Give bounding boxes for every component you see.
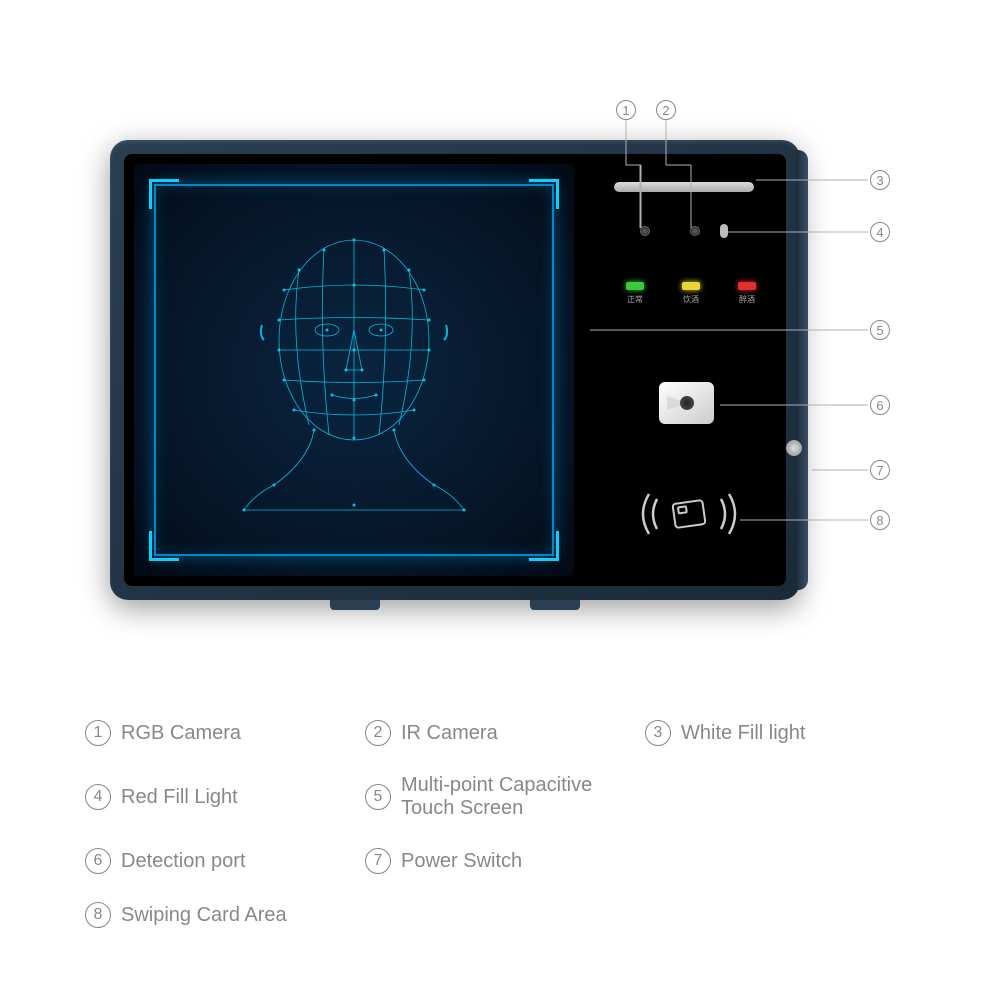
device-side-edge	[796, 150, 808, 590]
legend-item: 2 IR Camera	[365, 720, 645, 746]
legend-label: Detection port	[121, 850, 246, 873]
legend-number: 8	[85, 902, 111, 928]
legend-number: 5	[365, 784, 391, 810]
nfc-icon	[639, 484, 739, 544]
corner-icon	[149, 179, 179, 209]
led-label: 醉酒	[739, 294, 755, 305]
legend-label: White Fill light	[681, 722, 805, 745]
legend-item: 6 Detection port	[85, 848, 365, 874]
red-fill-light	[720, 224, 728, 238]
legend-label: Power Switch	[401, 850, 522, 873]
callout-marker-6: 6	[870, 395, 890, 415]
callout-number: 1	[622, 103, 629, 118]
status-led: 醉酒	[722, 282, 772, 305]
card-swipe-area[interactable]	[639, 484, 739, 544]
legend-label: Swiping Card Area	[121, 904, 287, 927]
led-icon	[682, 282, 700, 290]
corner-icon	[149, 531, 179, 561]
callout-marker-1: 1	[616, 100, 636, 120]
face-mesh-icon	[214, 210, 494, 530]
device-foot	[530, 600, 580, 610]
corner-icon	[529, 531, 559, 561]
callout-number: 3	[876, 173, 883, 188]
rgb-camera	[640, 226, 650, 236]
legend-number: 3	[645, 720, 671, 746]
device-foot	[330, 600, 380, 610]
power-button[interactable]	[786, 440, 802, 456]
legend-number: 6	[85, 848, 111, 874]
white-fill-light	[614, 182, 754, 192]
callout-number: 8	[876, 513, 883, 528]
callout-marker-4: 4	[870, 222, 890, 242]
device-frame: 正常 饮酒 醉酒	[110, 140, 800, 600]
legend-number: 4	[85, 784, 111, 810]
legend: 1 RGB Camera 2 IR Camera 3 White Fill light 4R…	[85, 720, 925, 956]
led-label: 饮酒	[683, 294, 699, 305]
legend-item: 8 Swiping Card Area	[85, 902, 365, 928]
led-icon	[738, 282, 756, 290]
detection-port	[659, 382, 714, 424]
led-icon	[626, 282, 644, 290]
device-right-panel: 正常 饮酒 醉酒	[584, 164, 779, 576]
touch-screen[interactable]	[134, 164, 574, 576]
legend-label: Multi-point Capacitive Touch Screen	[401, 774, 645, 820]
callout-number: 5	[876, 323, 883, 338]
legend-number: 7	[365, 848, 391, 874]
callout-number: 4	[876, 225, 883, 240]
legend-label: RGB Camera	[121, 722, 241, 745]
ir-camera	[690, 226, 700, 236]
status-led: 饮酒	[666, 282, 716, 305]
callout-number: 7	[876, 463, 883, 478]
callout-marker-5: 5	[870, 320, 890, 340]
device-container: 正常 饮酒 醉酒	[110, 140, 810, 610]
status-led: 正常	[610, 282, 660, 305]
legend-item: 4 Red Fill Light	[85, 774, 365, 820]
callout-marker-3: 3	[870, 170, 890, 190]
callout-number: 2	[662, 103, 669, 118]
legend-item: 7 Power Switch	[365, 848, 645, 874]
legend-number: 2	[365, 720, 391, 746]
callout-marker-2: 2	[656, 100, 676, 120]
callout-number: 6	[876, 398, 883, 413]
corner-icon	[529, 179, 559, 209]
legend-label: Red Fill Light	[121, 786, 238, 809]
device-inner: 正常 饮酒 醉酒	[124, 154, 786, 586]
led-label: 正常	[627, 294, 643, 305]
callout-marker-8: 8	[870, 510, 890, 530]
legend-item: 3 White Fill light	[645, 720, 925, 746]
legend-item: 5 Multi-point Capacitive Touch Screen	[365, 774, 645, 820]
legend-item: 1 RGB Camera	[85, 720, 365, 746]
legend-label: IR Camera	[401, 722, 498, 745]
legend-number: 1	[85, 720, 111, 746]
callout-marker-7: 7	[870, 460, 890, 480]
